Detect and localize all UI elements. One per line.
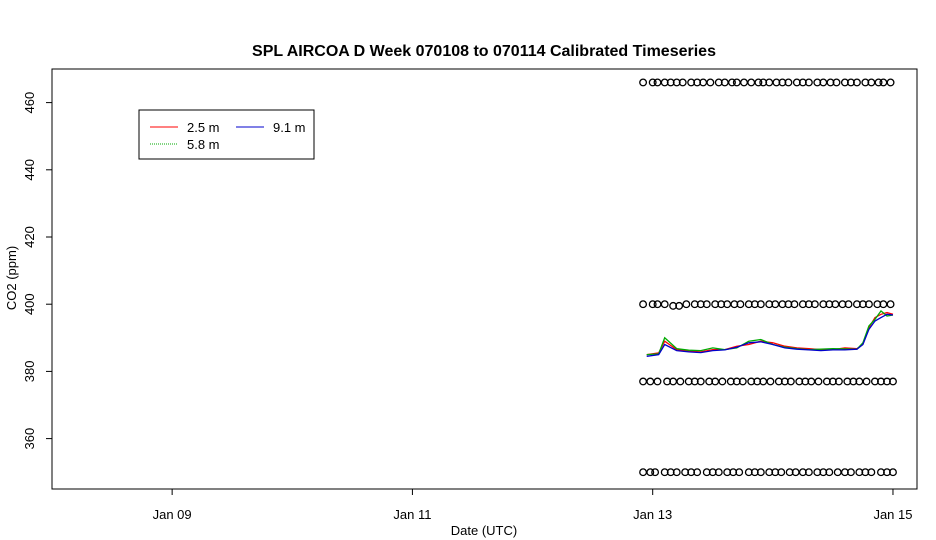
calibration-point xyxy=(646,468,655,477)
calibration-point xyxy=(653,300,662,309)
calibration-point xyxy=(693,468,702,477)
legend-label-2-5m: 2.5 m xyxy=(187,120,220,135)
legend-label-9-1m: 9.1 m xyxy=(273,120,306,135)
legend-label-5-8m: 5.8 m xyxy=(187,137,220,152)
y-axis-label: CO2 (ppm) xyxy=(4,246,19,310)
calibration-point xyxy=(714,468,723,477)
legend-box xyxy=(138,109,315,160)
calibration-point xyxy=(639,300,648,309)
calibration-point xyxy=(825,468,834,477)
calibration-point xyxy=(639,78,648,87)
calibration-point xyxy=(832,78,841,87)
calibration-point xyxy=(889,377,897,386)
x-axis-label: Date (UTC) xyxy=(451,523,517,538)
calibration-point xyxy=(786,377,795,386)
x-axis: Jan 09 Jan 11 Jan 13 Jan 15 xyxy=(153,489,912,522)
calibration-point xyxy=(672,468,681,477)
calibration-point xyxy=(682,300,691,309)
calibration-point xyxy=(810,300,819,309)
calibration-point xyxy=(844,300,853,309)
y-tick-label: 420 xyxy=(22,226,37,248)
calibration-point xyxy=(648,300,657,309)
calibration-point xyxy=(639,468,648,477)
calibration-point xyxy=(696,377,705,386)
calibration-point xyxy=(886,78,895,87)
calibration-point xyxy=(886,300,895,309)
calibration-point xyxy=(718,377,727,386)
calibration-point xyxy=(736,300,745,309)
calibration-point xyxy=(747,78,756,87)
calibration-point xyxy=(740,78,748,87)
calibration-point xyxy=(678,78,687,87)
calibration-point xyxy=(653,78,662,87)
series-line-5-8-m xyxy=(646,309,894,356)
calibration-point xyxy=(879,78,888,87)
calibration-point xyxy=(702,300,711,309)
x-tick-label: Jan 09 xyxy=(153,507,192,522)
calibration-point xyxy=(675,301,684,310)
calibration-point xyxy=(653,377,662,386)
calibration-point xyxy=(646,377,655,386)
calibration-point xyxy=(874,78,883,87)
x-tick-label: Jan 15 xyxy=(873,507,912,522)
y-tick-label: 440 xyxy=(22,159,37,181)
chart-title: SPL AIRCOA D Week 070108 to 070114 Calib… xyxy=(252,43,716,60)
calibration-point xyxy=(651,468,660,477)
calibration-point xyxy=(814,377,823,386)
calibration-point xyxy=(790,300,799,309)
calibration-point xyxy=(784,78,793,87)
series-line-2-5-m xyxy=(646,311,894,356)
calibration-point xyxy=(676,377,685,386)
calibration-point xyxy=(648,78,657,87)
calibration-point xyxy=(766,377,775,386)
calibration-point xyxy=(804,468,813,477)
calibration-point xyxy=(846,468,855,477)
calibration-point xyxy=(735,468,744,477)
y-tick-label: 380 xyxy=(22,361,37,383)
series-line-9-1-m xyxy=(646,313,894,357)
y-tick-label: 360 xyxy=(22,428,37,450)
plot-frame xyxy=(51,68,918,490)
calibration-point xyxy=(834,377,843,386)
calibration-point xyxy=(660,300,669,309)
calibration-point xyxy=(706,78,715,87)
y-tick-label: 460 xyxy=(22,92,37,114)
calibration-point xyxy=(732,78,741,87)
calibration-point xyxy=(804,78,813,87)
calibration-point xyxy=(639,377,648,386)
calibration-point xyxy=(754,78,763,87)
legend: 2.5 m 9.1 m 5.8 m xyxy=(138,109,315,160)
y-axis: 360 380 400 420 440 460 xyxy=(22,92,52,450)
calibration-point xyxy=(889,468,897,477)
calibration-point xyxy=(728,78,736,87)
calibration-point xyxy=(867,468,876,477)
calibration-point xyxy=(852,78,861,87)
calibration-point xyxy=(756,300,765,309)
calibration-point xyxy=(756,468,765,477)
series-layer xyxy=(639,78,897,477)
x-tick-label: Jan 11 xyxy=(393,507,431,522)
x-tick-label: Jan 13 xyxy=(633,507,672,522)
calibration-point xyxy=(777,468,786,477)
calibration-point xyxy=(864,300,873,309)
calibration-point xyxy=(738,377,747,386)
calibration-point xyxy=(833,468,842,477)
y-tick-label: 400 xyxy=(22,293,37,315)
calibration-point xyxy=(862,377,871,386)
